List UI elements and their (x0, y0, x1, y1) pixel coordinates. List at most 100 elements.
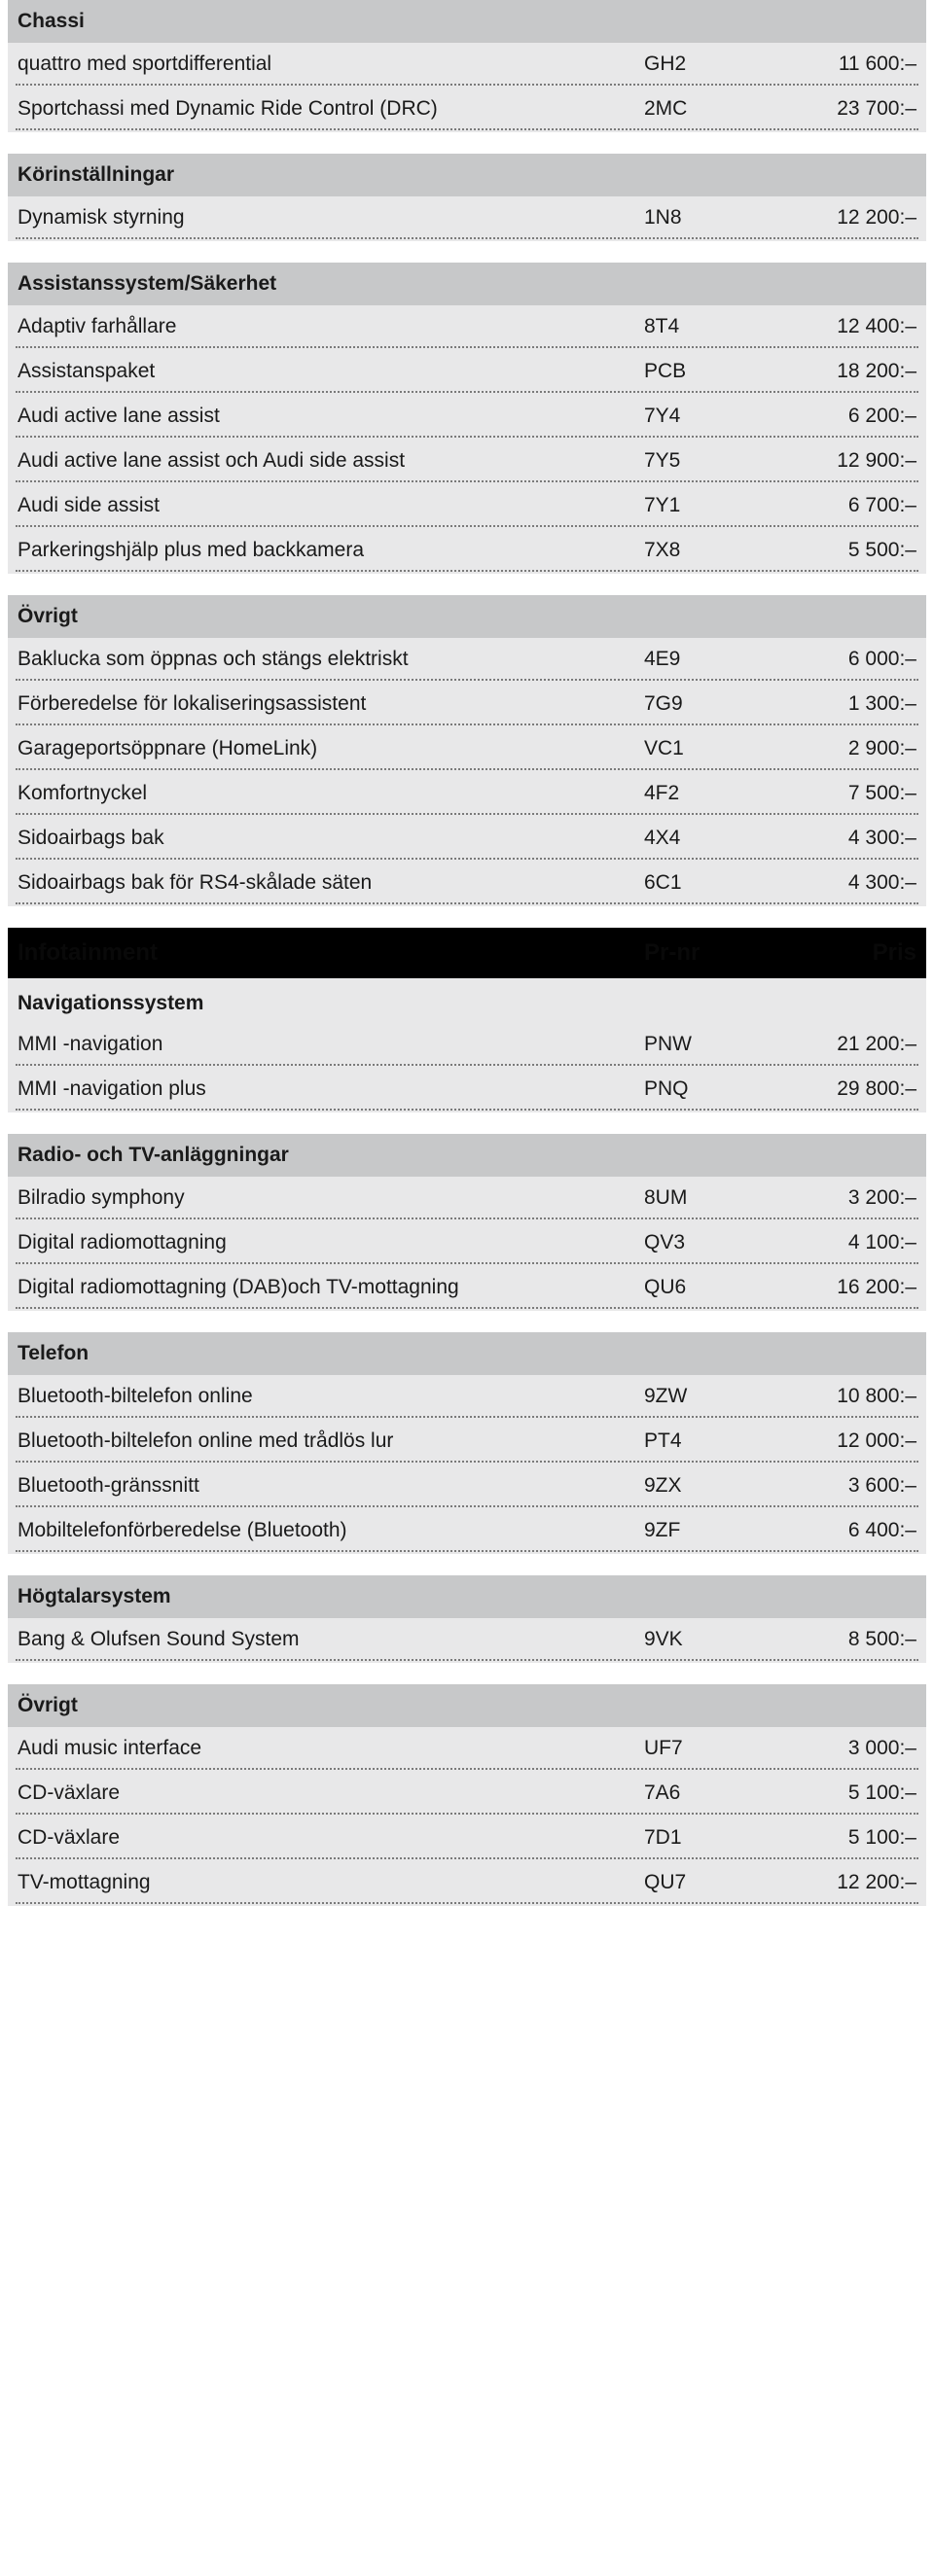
row-price: 3 600:– (751, 1474, 916, 1498)
row-label: Bilradio symphony (18, 1186, 644, 1210)
row-label: Parkeringshjälp plus med backkamera (18, 539, 644, 562)
section-header-navigation: Navigationssystem (8, 978, 926, 1023)
table-row: Komfortnyckel 4F2 7 500:– (8, 772, 926, 817)
row-label: Bluetooth-biltelefon online (18, 1385, 644, 1408)
row-label: Baklucka som öppnas och stängs elektrisk… (18, 648, 644, 671)
row-code: PCB (644, 360, 751, 383)
category-title-label: Infotainment (18, 939, 644, 967)
table-row: Garageportsöppnare (HomeLink) VC1 2 900:… (8, 727, 926, 772)
section-header-ovrigt: Övrigt (8, 595, 926, 638)
row-price: 5 500:– (751, 539, 916, 562)
pricing-page: Chassi quattro med sportdifferential GH2… (0, 0, 934, 1945)
table-row: Audi active lane assist och Audi side as… (8, 440, 926, 484)
row-code: UF7 (644, 1737, 751, 1760)
table-row: Sidoairbags bak 4X4 4 300:– (8, 817, 926, 862)
row-code: 7Y1 (644, 494, 751, 517)
row-code: QV3 (644, 1231, 751, 1254)
row-label: Audi active lane assist (18, 405, 644, 428)
row-code: 7Y5 (644, 449, 751, 473)
row-label: Sportchassi med Dynamic Ride Control (DR… (18, 97, 644, 121)
table-row: Bluetooth-gränssnitt 9ZX 3 600:– (8, 1464, 926, 1509)
row-code: 7G9 (644, 692, 751, 716)
column-header-price: Pris (751, 939, 916, 967)
table-row: Bluetooth-biltelefon online 9ZW 10 800:– (8, 1375, 926, 1420)
row-price: 21 200:– (751, 1033, 916, 1056)
row-code: GH2 (644, 53, 751, 76)
row-price: 12 200:– (751, 206, 916, 229)
table-row: Digital radiomottagning (DAB)och TV-mott… (8, 1266, 926, 1311)
row-price: 12 400:– (751, 315, 916, 338)
row-price: 3 000:– (751, 1737, 916, 1760)
row-price: 12 000:– (751, 1429, 916, 1453)
section-header-chassi: Chassi (8, 0, 926, 43)
column-header-code: Pr-nr (644, 939, 751, 967)
table-row: Adaptiv farhållare 8T4 12 400:– (8, 305, 926, 350)
row-price: 6 200:– (751, 405, 916, 428)
row-label: Adaptiv farhållare (18, 315, 644, 338)
row-label: Audi music interface (18, 1737, 644, 1760)
table-row: CD-växlare 7A6 5 100:– (8, 1772, 926, 1817)
row-price: 2 900:– (751, 737, 916, 760)
row-label: Sidoairbags bak för RS4-skålade säten (18, 871, 644, 895)
row-price: 5 100:– (751, 1826, 916, 1850)
row-label: Bluetooth-biltelefon online med trådlös … (18, 1429, 644, 1453)
row-code: 8T4 (644, 315, 751, 338)
row-code: QU7 (644, 1871, 751, 1894)
row-label: CD-växlare (18, 1826, 644, 1850)
row-label: MMI -navigation plus (18, 1077, 644, 1101)
row-label: Audi side assist (18, 494, 644, 517)
row-price: 1 300:– (751, 692, 916, 716)
table-row: Audi active lane assist 7Y4 6 200:– (8, 395, 926, 440)
table-row: TV-mottagning QU7 12 200:– (8, 1861, 926, 1906)
row-price: 6 700:– (751, 494, 916, 517)
table-row: Digital radiomottagning QV3 4 100:– (8, 1221, 926, 1266)
row-price: 3 200:– (751, 1186, 916, 1210)
table-row: MMI -navigation PNW 21 200:– (8, 1023, 926, 1068)
row-label: MMI -navigation (18, 1033, 644, 1056)
row-price: 16 200:– (751, 1276, 916, 1299)
row-label: Bang & Olufsen Sound System (18, 1628, 644, 1651)
row-code: 9ZX (644, 1474, 751, 1498)
row-label: Garageportsöppnare (HomeLink) (18, 737, 644, 760)
table-row: Bluetooth-biltelefon online med trådlös … (8, 1420, 926, 1464)
section-header-telefon: Telefon (8, 1332, 926, 1375)
row-code: PNW (644, 1033, 751, 1056)
row-price: 11 600:– (751, 53, 916, 76)
table-row: Audi music interface UF7 3 000:– (8, 1727, 926, 1772)
row-label: Audi active lane assist och Audi side as… (18, 449, 644, 473)
table-row: quattro med sportdifferential GH2 11 600… (8, 43, 926, 88)
row-label: Komfortnyckel (18, 782, 644, 805)
row-label: Bluetooth-gränssnitt (18, 1474, 644, 1498)
row-code: 9VK (644, 1628, 751, 1651)
row-label: Digital radiomottagning (DAB)och TV-mott… (18, 1276, 644, 1299)
row-code: PT4 (644, 1429, 751, 1453)
row-price: 6 000:– (751, 648, 916, 671)
row-code: 9ZW (644, 1385, 751, 1408)
table-row: MMI -navigation plus PNQ 29 800:– (8, 1068, 926, 1112)
row-price: 23 700:– (751, 97, 916, 121)
row-label: Förberedelse för lokaliseringsassistent (18, 692, 644, 716)
row-code: 6C1 (644, 871, 751, 895)
row-code: 8UM (644, 1186, 751, 1210)
table-row: Audi side assist 7Y1 6 700:– (8, 484, 926, 529)
row-price: 12 200:– (751, 1871, 916, 1894)
row-code: 7Y4 (644, 405, 751, 428)
table-row: Sidoairbags bak för RS4-skålade säten 6C… (8, 862, 926, 906)
row-code: QU6 (644, 1276, 751, 1299)
row-price: 10 800:– (751, 1385, 916, 1408)
row-price: 12 900:– (751, 449, 916, 473)
row-label: TV-mottagning (18, 1871, 644, 1894)
row-price: 6 400:– (751, 1519, 916, 1542)
table-row: Assistanspaket PCB 18 200:– (8, 350, 926, 395)
section-header-hogtalare: Högtalarsystem (8, 1575, 926, 1618)
section-header-ovrigt-2: Övrigt (8, 1684, 926, 1727)
row-label: Assistanspaket (18, 360, 644, 383)
row-code: VC1 (644, 737, 751, 760)
table-row: Baklucka som öppnas och stängs elektrisk… (8, 638, 926, 683)
table-row: CD-växlare 7D1 5 100:– (8, 1817, 926, 1861)
row-code: 7A6 (644, 1782, 751, 1805)
row-price: 4 300:– (751, 827, 916, 850)
row-price: 5 100:– (751, 1782, 916, 1805)
row-code: 7D1 (644, 1826, 751, 1850)
table-row: Dynamisk styrning 1N8 12 200:– (8, 196, 926, 241)
